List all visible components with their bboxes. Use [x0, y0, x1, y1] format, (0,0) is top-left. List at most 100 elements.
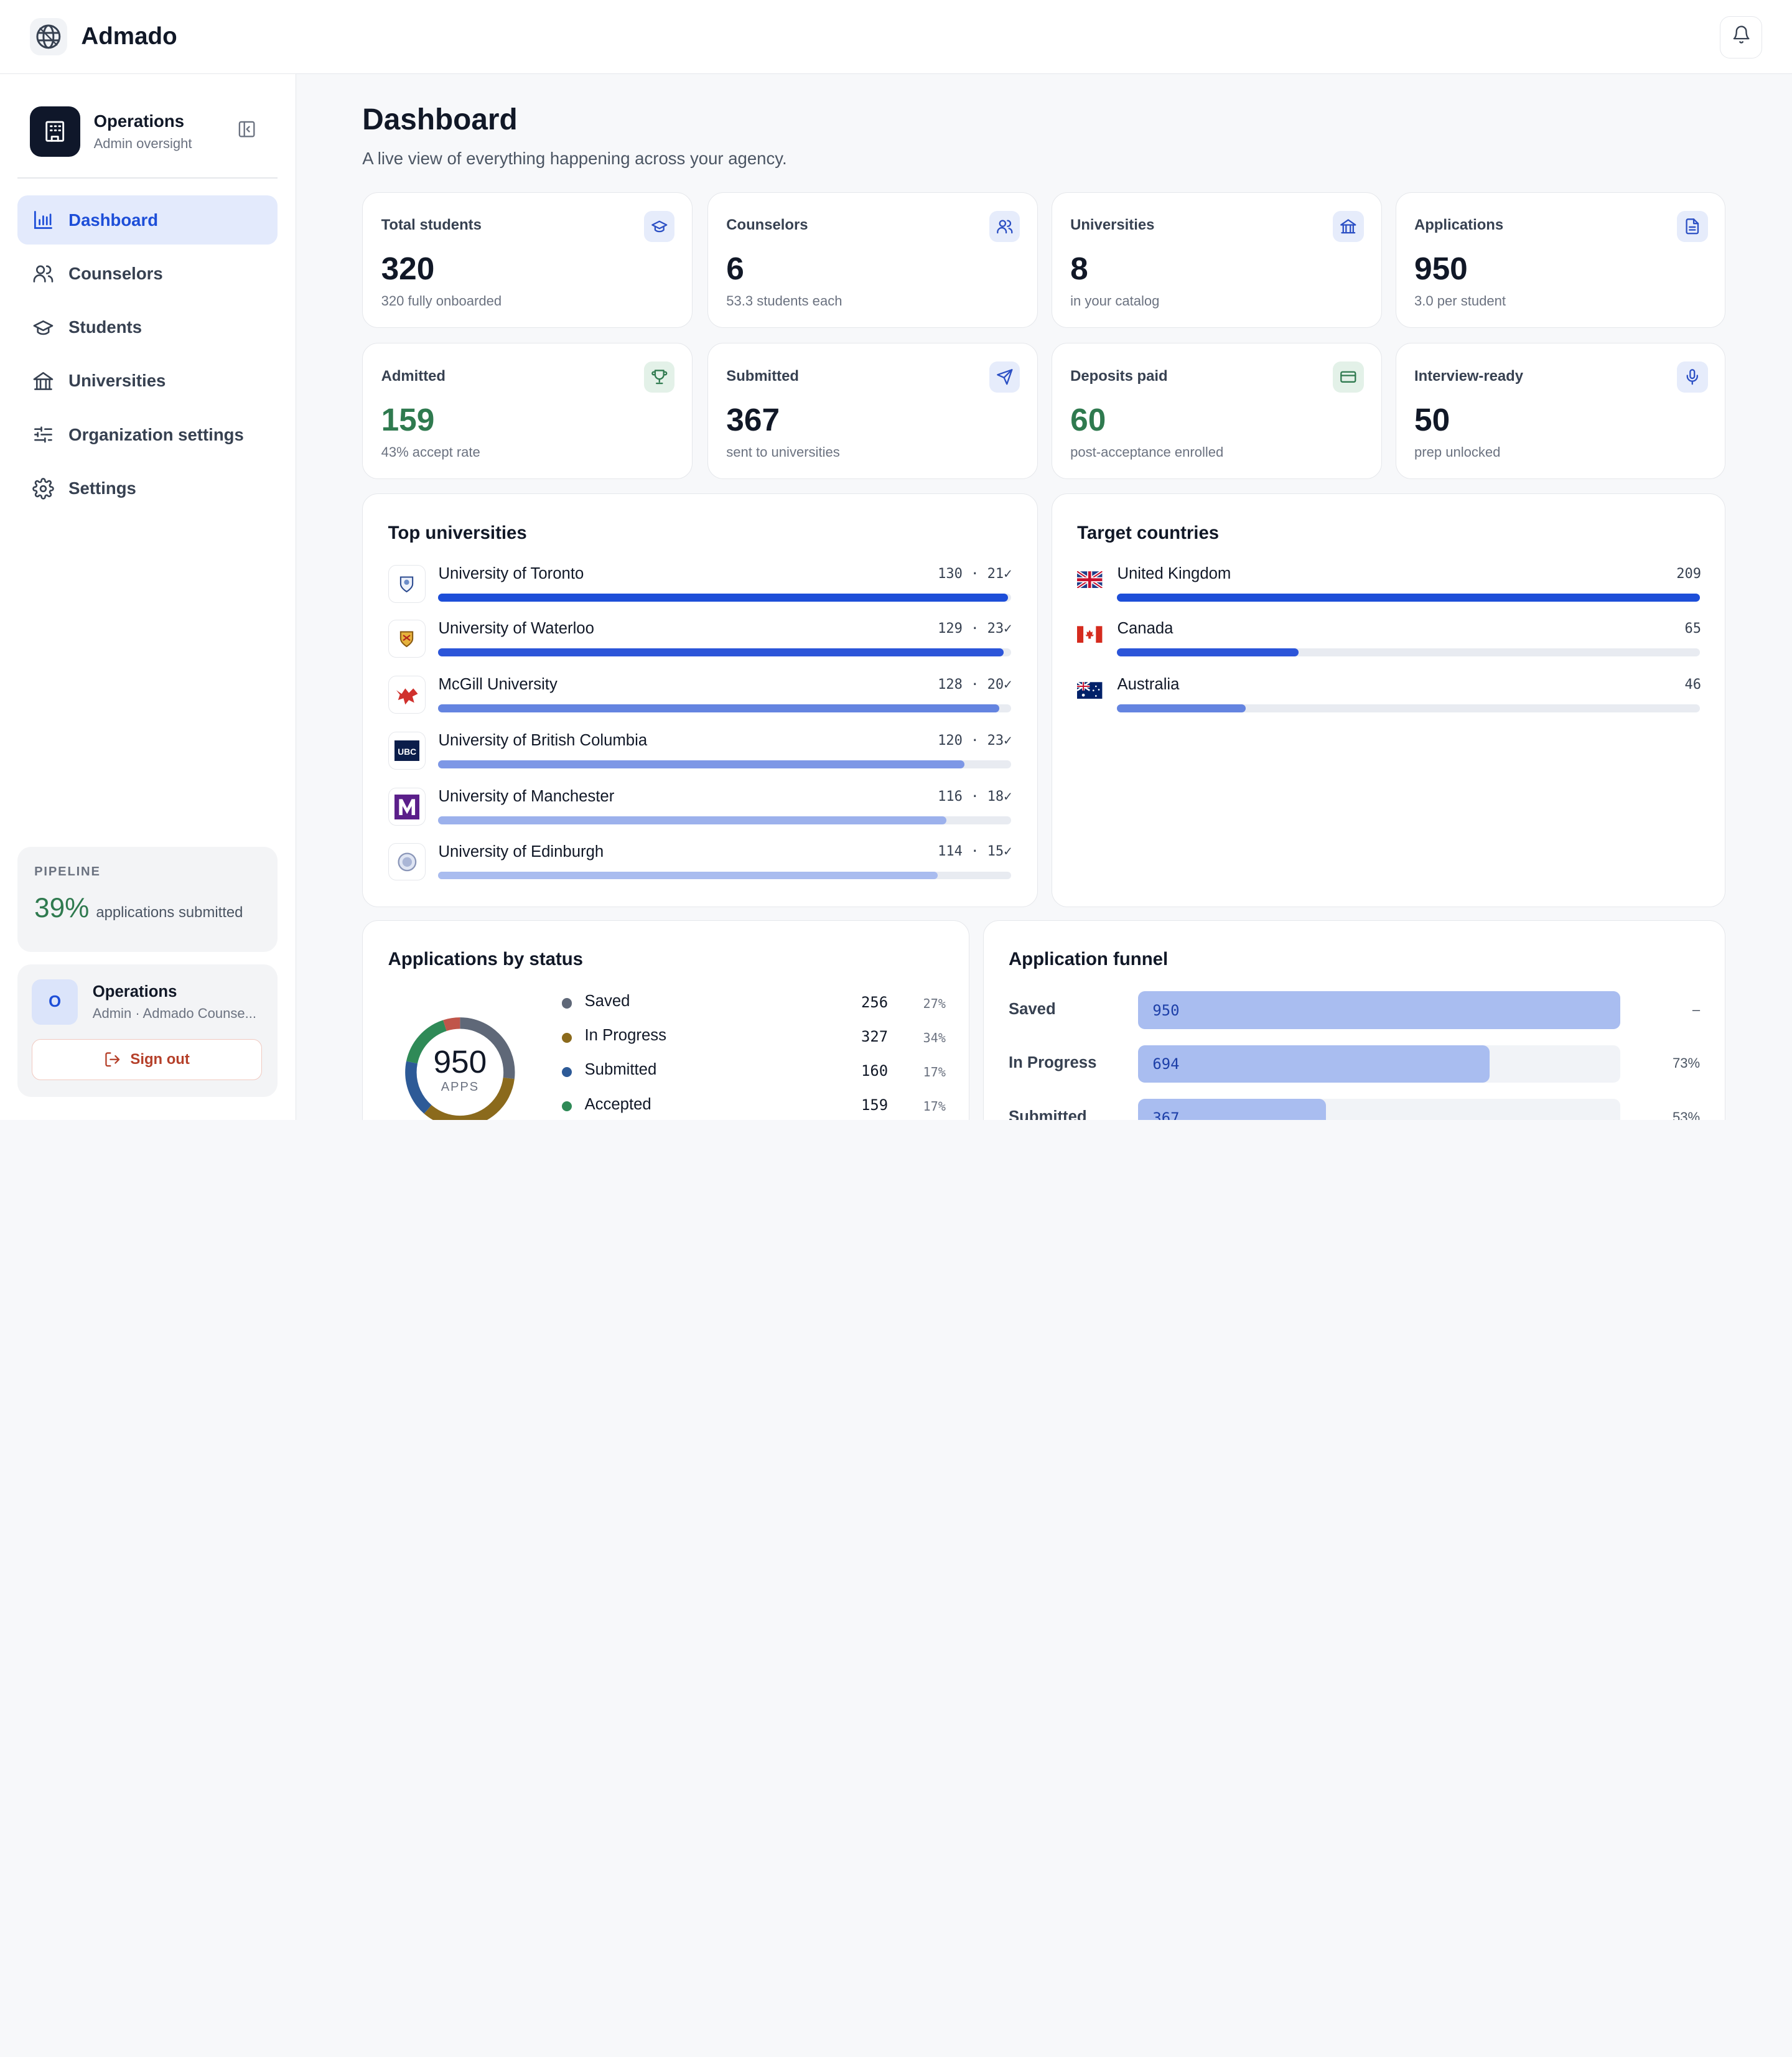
- university-stat: 129 · 23✓: [938, 621, 1012, 637]
- stat-label: Universities: [1070, 217, 1155, 234]
- country-bar-track: [1117, 704, 1701, 713]
- stat-card-deposits-paid[interactable]: Deposits paid 60 post-acceptance enrolle…: [1051, 343, 1382, 479]
- org-switcher[interactable]: Operations Admin oversight: [29, 106, 192, 157]
- stat-card-applications[interactable]: Applications 950 3.0 per student: [1395, 192, 1726, 329]
- stat-subtext: 3.0 per student: [1414, 293, 1506, 309]
- sidebar-item-dashboard[interactable]: Dashboard: [17, 195, 278, 245]
- country-row-australia[interactable]: Australia 46: [1076, 676, 1701, 717]
- app-shell: Admado Operations Admin oversight: [0, 0, 1792, 1120]
- stat-card-admitted[interactable]: Admitted 159 43% accept rate: [362, 343, 693, 479]
- university-stat: 120 · 23✓: [938, 733, 1012, 749]
- stat-card-counselors[interactable]: Counselors 6 53.3 students each: [707, 192, 1038, 329]
- manchester-logo-icon: [388, 788, 426, 826]
- university-stat: 116 · 18✓: [938, 789, 1012, 805]
- university-name: University of Toronto: [438, 565, 584, 583]
- university-bar-fill: [438, 594, 1008, 602]
- notifications-button[interactable]: [1720, 16, 1763, 58]
- sign-out-button[interactable]: Sign out: [32, 1038, 262, 1080]
- panel-left-icon: [237, 119, 256, 144]
- sliders-icon: [32, 423, 55, 446]
- university-name: McGill University: [438, 676, 558, 694]
- sidebar-item-organization-settings[interactable]: Organization settings: [17, 410, 278, 459]
- pipeline-text: applications submitted: [96, 904, 243, 921]
- stat-subtext: 320 fully onboarded: [381, 293, 502, 309]
- university-row-edinburgh[interactable]: University of Edinburgh 114 · 15✓: [388, 842, 1012, 884]
- funnel-bar-track: 694: [1137, 1045, 1620, 1083]
- sidebar-item-counselors[interactable]: Counselors: [17, 249, 278, 298]
- document-icon: [1677, 210, 1708, 242]
- sidebar-item-students[interactable]: Students: [17, 303, 278, 352]
- funnel-bar-fill: [1137, 991, 1620, 1030]
- country-row-canada[interactable]: Canada 65: [1077, 620, 1701, 661]
- uk-flag-icon: [1076, 569, 1104, 589]
- funnel-percent: 73%: [1673, 1055, 1701, 1071]
- stat-subtext: 53.3 students each: [726, 293, 842, 309]
- university-name: University of Manchester: [438, 788, 615, 806]
- sidebar-item-settings[interactable]: Settings: [17, 464, 278, 513]
- university-bar-track: [438, 760, 1011, 769]
- stat-label: Submitted: [726, 367, 799, 385]
- stat-value: 50: [1414, 401, 1450, 437]
- stat-card-interview-ready[interactable]: Interview-ready 50 prep unlocked: [1395, 343, 1726, 479]
- university-bar-fill: [438, 648, 1004, 657]
- top-bar: Admado: [0, 0, 1792, 75]
- funnel-label: Submitted: [1008, 1108, 1087, 1120]
- country-row-united-kingdom[interactable]: United Kingdom 209: [1076, 565, 1701, 606]
- section-title: Target countries: [1077, 523, 1220, 544]
- stat-card-submitted[interactable]: Submitted 367 sent to universities: [707, 343, 1038, 479]
- country-bar-fill: [1117, 648, 1299, 657]
- funnel-bar-fill: [1137, 1099, 1326, 1120]
- funnel-row-in-progress[interactable]: In Progress 694 73%: [1009, 1045, 1700, 1084]
- university-row-ubc[interactable]: UBC University of British Columbia 120 ·…: [388, 732, 1012, 773]
- section-title: Application funnel: [1008, 949, 1169, 970]
- user-card: O Operations Admin · Admado Counse... Si…: [17, 964, 278, 1098]
- funnel-row-submitted[interactable]: Submitted 367 53%: [1009, 1099, 1700, 1120]
- sidebar-item-universities[interactable]: Universities: [17, 357, 278, 406]
- legend-row-submitted[interactable]: Submitted 160 17%: [559, 1060, 946, 1083]
- sidebar-item-label: Universities: [68, 371, 166, 391]
- stat-value: 950: [1414, 250, 1468, 287]
- funnel-row-saved[interactable]: Saved 950 –: [1009, 991, 1700, 1030]
- university-stat: 114 · 15✓: [938, 844, 1012, 860]
- country-bar-track: [1117, 648, 1701, 657]
- globe-icon: [29, 17, 68, 56]
- university-row-mcgill[interactable]: McGill University 128 · 20✓: [388, 676, 1012, 717]
- stat-card-universities[interactable]: Universities 8 in your catalog: [1051, 192, 1382, 329]
- university-row-toronto[interactable]: University of Toronto 130 · 21✓: [388, 565, 1012, 606]
- sign-out-label: Sign out: [130, 1050, 190, 1068]
- app-name[interactable]: Admado: [81, 23, 177, 50]
- country-count: 209: [1676, 566, 1701, 582]
- stat-subtext: 43% accept rate: [381, 444, 480, 460]
- stat-value: 8: [1070, 250, 1088, 287]
- bar-chart-icon: [32, 208, 55, 231]
- legend-name: Accepted: [584, 1095, 651, 1113]
- funnel-bar-fill: [1137, 1045, 1490, 1083]
- top-universities-card: Top universities University of Toronto 1…: [362, 493, 1038, 908]
- sidebar-divider: [17, 177, 278, 179]
- stat-subtext: post-acceptance enrolled: [1070, 444, 1224, 460]
- university-bar-track: [438, 871, 1011, 880]
- stat-label: Total students: [381, 217, 482, 234]
- legend-row-in-progress[interactable]: In Progress 327 34%: [559, 1026, 946, 1049]
- university-row-manchester[interactable]: University of Manchester 116 · 18✓: [388, 788, 1012, 829]
- stat-card-total-students[interactable]: Total students 320 320 fully onboarded: [362, 192, 693, 329]
- university-name: University of British Columbia: [438, 732, 648, 750]
- university-row-waterloo[interactable]: University of Waterloo 129 · 23✓: [388, 620, 1012, 661]
- country-bar-track: [1117, 594, 1701, 602]
- legend-percent: 17%: [923, 1064, 946, 1080]
- stat-value: 159: [381, 401, 435, 437]
- edinburgh-crest-icon: [388, 842, 426, 881]
- donut-unit: APPS: [441, 1080, 479, 1094]
- sidebar-nav: Dashboard Counselors Students Universiti…: [17, 195, 278, 518]
- svg-text:UBC: UBC: [398, 747, 416, 757]
- sidebar-item-label: Settings: [68, 478, 136, 498]
- donut-segment-rejected[interactable]: [405, 1017, 515, 1120]
- donut-segment-submitted[interactable]: [405, 1017, 515, 1120]
- funnel-percent: 53%: [1673, 1109, 1701, 1120]
- sidebar: Operations Admin oversight Dashboard Cou…: [0, 74, 296, 1120]
- collapse-sidebar-button[interactable]: [235, 120, 258, 143]
- users-icon: [989, 210, 1020, 242]
- legend-row-saved[interactable]: Saved 256 27%: [559, 991, 946, 1014]
- legend-row-accepted[interactable]: Accepted 159 17%: [559, 1094, 946, 1117]
- stat-label: Applications: [1414, 217, 1504, 234]
